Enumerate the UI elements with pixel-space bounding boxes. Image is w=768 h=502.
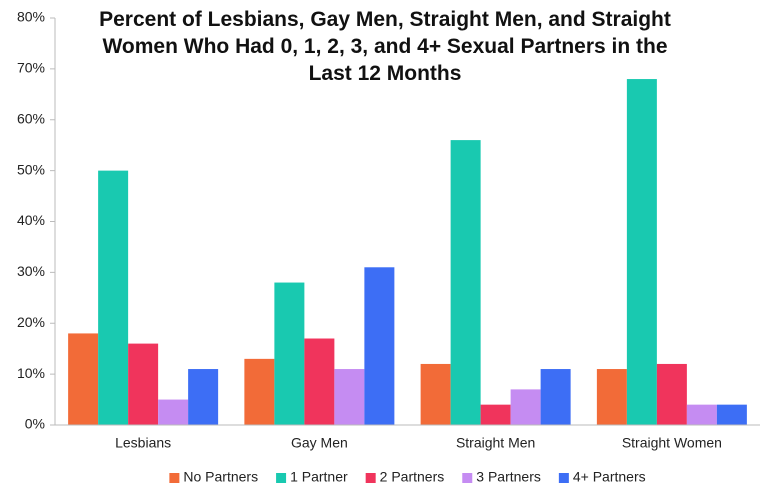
bar [244,358,275,425]
bar [98,170,129,425]
legend-label: 1 Partner [290,469,348,485]
bar [716,404,747,425]
x-tick-label: Straight Men [456,435,535,451]
bar [686,404,717,425]
bar [364,267,395,425]
y-tick-label: 50% [17,161,45,177]
bar [188,369,219,425]
bar [128,343,159,425]
y-tick-label: 80% [17,9,45,25]
bar [480,404,511,425]
y-tick-label: 40% [17,212,45,228]
legend-label: 3 Partners [476,469,541,485]
y-tick-label: 20% [17,314,45,330]
chart-title: Percent of Lesbians, Gay Men, Straight M… [99,8,671,85]
legend-label: 4+ Partners [573,469,646,485]
x-tick-label: Straight Women [622,435,722,451]
legend-label: 2 Partners [380,469,445,485]
bar [68,333,99,425]
bar [510,389,541,425]
legend-swatch [558,473,569,483]
bar [540,369,571,425]
y-tick-label: 70% [17,60,45,76]
legend-label: No Partners [183,469,258,485]
y-tick-label: 60% [17,110,45,126]
legend-swatch [169,473,180,483]
legend-swatch [276,473,287,483]
bar [420,363,451,425]
bar [334,369,365,425]
bar [450,140,481,425]
bar [626,79,657,426]
legend-swatch [462,473,473,483]
bar [158,399,189,425]
x-tick-label: Gay Men [291,435,348,451]
y-tick-label: 30% [17,263,45,279]
bar [274,282,305,425]
bar [304,338,335,425]
y-tick-label: 0% [25,416,45,432]
bar [596,369,627,425]
x-tick-label: Lesbians [115,435,171,451]
y-tick-label: 10% [17,365,45,381]
legend-swatch [365,473,376,483]
bar [656,363,687,425]
